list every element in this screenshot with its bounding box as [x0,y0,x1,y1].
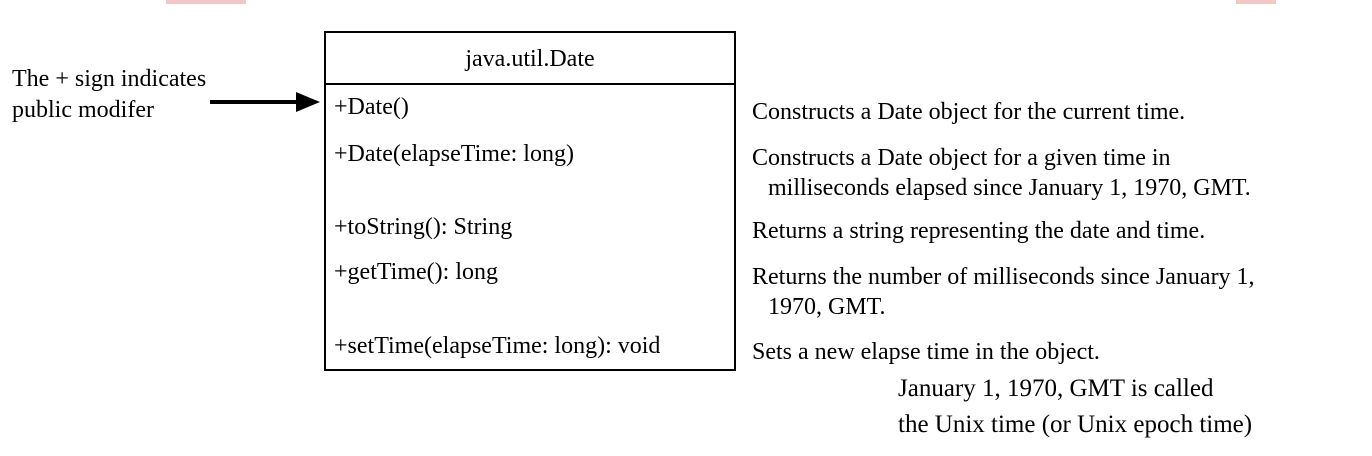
pointer-arrow-icon [210,92,320,112]
description-tostring: Returns a string representing the date a… [752,218,1206,244]
class-name: java.util.Date [465,46,595,72]
member-settime: +setTime(elapseTime: long): void [334,333,661,359]
top-accent-strip [0,0,1372,4]
arrow-head [296,92,320,112]
class-name-compartment: java.util.Date [326,33,734,85]
modifier-note-line-2: public modifer [12,97,154,123]
epoch-note-line-1: January 1, 1970, GMT is called [898,375,1214,402]
description-constructor-elapse-line-2: milliseconds elapsed since January 1, 19… [768,175,1251,201]
member-tostring: +toString(): String [334,214,513,240]
description-constructor-default: Constructs a Date object for the current… [752,99,1186,125]
description-constructor-elapse-line-1: Constructs a Date object for a given tim… [752,145,1171,171]
modifier-note-line-1: The + sign indicates [12,66,207,92]
description-settime: Sets a new elapse time in the object. [752,339,1100,365]
top-accent-segment [1236,0,1276,4]
member-constructor-default: +Date() [334,94,409,120]
description-gettime-line-2: 1970, GMT. [768,294,886,320]
member-constructor-elapse: +Date(elapseTime: long) [334,141,574,167]
member-gettime: +getTime(): long [334,259,498,285]
description-gettime-line-1: Returns the number of milliseconds since… [752,264,1255,290]
epoch-note-line-2: the Unix time (or Unix epoch time) [898,411,1253,438]
uml-class-box: java.util.Date +Date() +Date(elapseTime:… [324,31,736,371]
top-accent-segment [166,0,246,4]
